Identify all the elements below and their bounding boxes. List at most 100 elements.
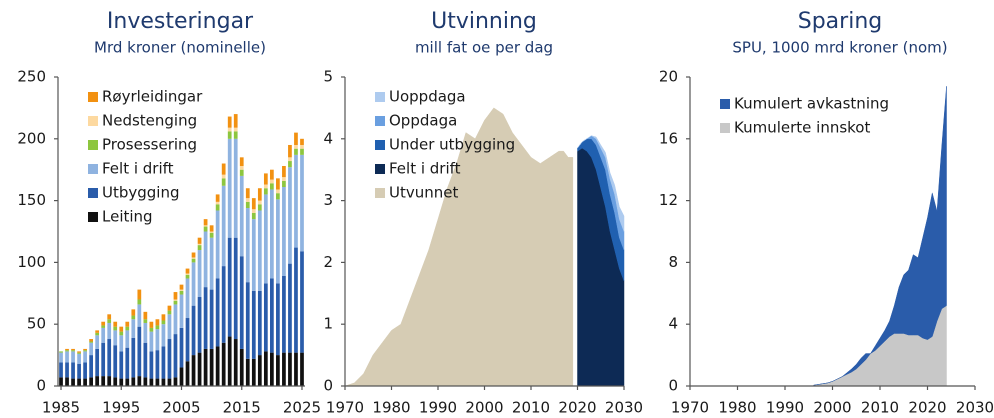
x-tick-label: 2020 xyxy=(908,399,946,417)
bar-segment xyxy=(294,144,298,149)
bar-segment xyxy=(155,350,160,379)
bar-segment xyxy=(83,350,87,352)
bar-segment xyxy=(245,208,250,283)
bar-segment xyxy=(233,339,238,386)
x-tick-label: 2025 xyxy=(283,399,321,417)
legend-label: Leiting xyxy=(102,208,153,226)
bar-segment xyxy=(251,209,256,213)
y-tick-label: 12 xyxy=(659,191,678,209)
bar-segment xyxy=(161,378,166,386)
y-tick-label: 3 xyxy=(323,191,333,209)
x-tick-label: 1970 xyxy=(326,399,364,417)
bar-segment xyxy=(59,352,63,363)
bar-segment xyxy=(276,189,280,194)
bar-segment xyxy=(173,377,178,386)
bar-segment xyxy=(113,321,118,327)
bar-segment xyxy=(89,342,94,356)
bar-segment xyxy=(95,348,100,377)
bar-segment xyxy=(263,173,268,185)
y-tick-label: 0 xyxy=(668,377,678,395)
bar-segment xyxy=(161,314,166,321)
bar-segment xyxy=(257,290,262,356)
bar-segment xyxy=(101,327,106,343)
bar-segment xyxy=(251,198,256,210)
y-tick-label: 0 xyxy=(36,377,46,395)
chart-subtitle: SPU, 1000 mrd kroner (nom) xyxy=(732,39,947,57)
bar-segment xyxy=(257,210,262,291)
bar-segment xyxy=(215,210,220,279)
bar-segment xyxy=(276,178,280,190)
bar-segment xyxy=(191,355,196,386)
bar-segment xyxy=(179,294,184,328)
bar-segment xyxy=(119,331,124,336)
bar-segment xyxy=(233,127,238,132)
y-tick-label: 250 xyxy=(17,68,46,86)
x-tick-label: 2030 xyxy=(605,399,643,417)
bar-segment xyxy=(197,237,202,244)
bar-segment xyxy=(65,377,69,386)
bar-segment xyxy=(257,188,262,201)
legend-swatch xyxy=(375,188,385,198)
bar-segment xyxy=(83,348,87,351)
bar-segment xyxy=(137,304,142,327)
bar-segment xyxy=(173,300,178,305)
chart-title: Sparing xyxy=(798,9,882,34)
bar-segment xyxy=(59,351,63,353)
bar-segment xyxy=(179,289,184,291)
bar-segment xyxy=(101,321,106,326)
bar-segment xyxy=(167,314,172,340)
chart-title: Utvinning xyxy=(431,9,537,34)
bar-segment xyxy=(221,342,226,386)
bar-segment xyxy=(101,342,106,377)
bar-segment xyxy=(245,282,250,359)
bar-segment xyxy=(107,322,112,340)
bar-segment xyxy=(300,138,304,145)
bar-segment xyxy=(288,161,292,168)
bar-segment xyxy=(294,132,298,145)
bar-segment xyxy=(209,225,214,232)
bar-segment xyxy=(83,351,87,363)
bar-segment xyxy=(143,319,148,323)
bar-segment xyxy=(101,376,106,386)
bar-segment xyxy=(203,348,208,386)
legend-label: Nedstenging xyxy=(102,112,197,130)
bar-segment xyxy=(107,339,112,377)
bar-segment xyxy=(239,157,244,166)
bar-segment xyxy=(215,194,220,202)
x-tick-label: 2010 xyxy=(861,399,899,417)
bar-segment xyxy=(137,376,142,386)
bar-segment xyxy=(209,232,214,238)
bar-segment xyxy=(221,185,226,267)
bar-segment xyxy=(83,378,87,386)
bar-segment xyxy=(300,154,304,252)
bar-segment xyxy=(173,299,178,301)
bar-segment xyxy=(227,336,232,386)
bar-segment xyxy=(282,352,286,386)
bar-segment xyxy=(263,188,268,195)
bar-segment xyxy=(263,194,268,284)
y-tick-label: 0 xyxy=(323,377,333,395)
chart-title: Investeringar xyxy=(107,9,254,34)
bar-segment xyxy=(251,358,256,386)
bar-segment xyxy=(269,352,274,386)
bar-segment xyxy=(173,292,178,300)
bar-segment xyxy=(155,325,160,330)
bar-segment xyxy=(95,332,100,336)
bar-segment xyxy=(83,362,87,379)
x-tick-label: 1980 xyxy=(718,399,756,417)
bar-segment xyxy=(282,275,286,353)
bar-segment xyxy=(167,339,172,379)
bar-segment xyxy=(89,355,94,378)
bar-segment xyxy=(215,201,220,205)
y-tick-label: 4 xyxy=(668,315,678,333)
legend-swatch xyxy=(720,99,730,109)
bar-segment xyxy=(119,378,124,386)
legend-swatch xyxy=(720,123,730,133)
x-tick-label: 2010 xyxy=(512,399,550,417)
x-tick-label: 2015 xyxy=(223,399,261,417)
bar-segment xyxy=(282,165,286,178)
bar-segment xyxy=(257,200,262,205)
bar-segment xyxy=(227,138,232,238)
legend-swatch xyxy=(375,92,385,102)
bar-segment xyxy=(300,251,304,353)
